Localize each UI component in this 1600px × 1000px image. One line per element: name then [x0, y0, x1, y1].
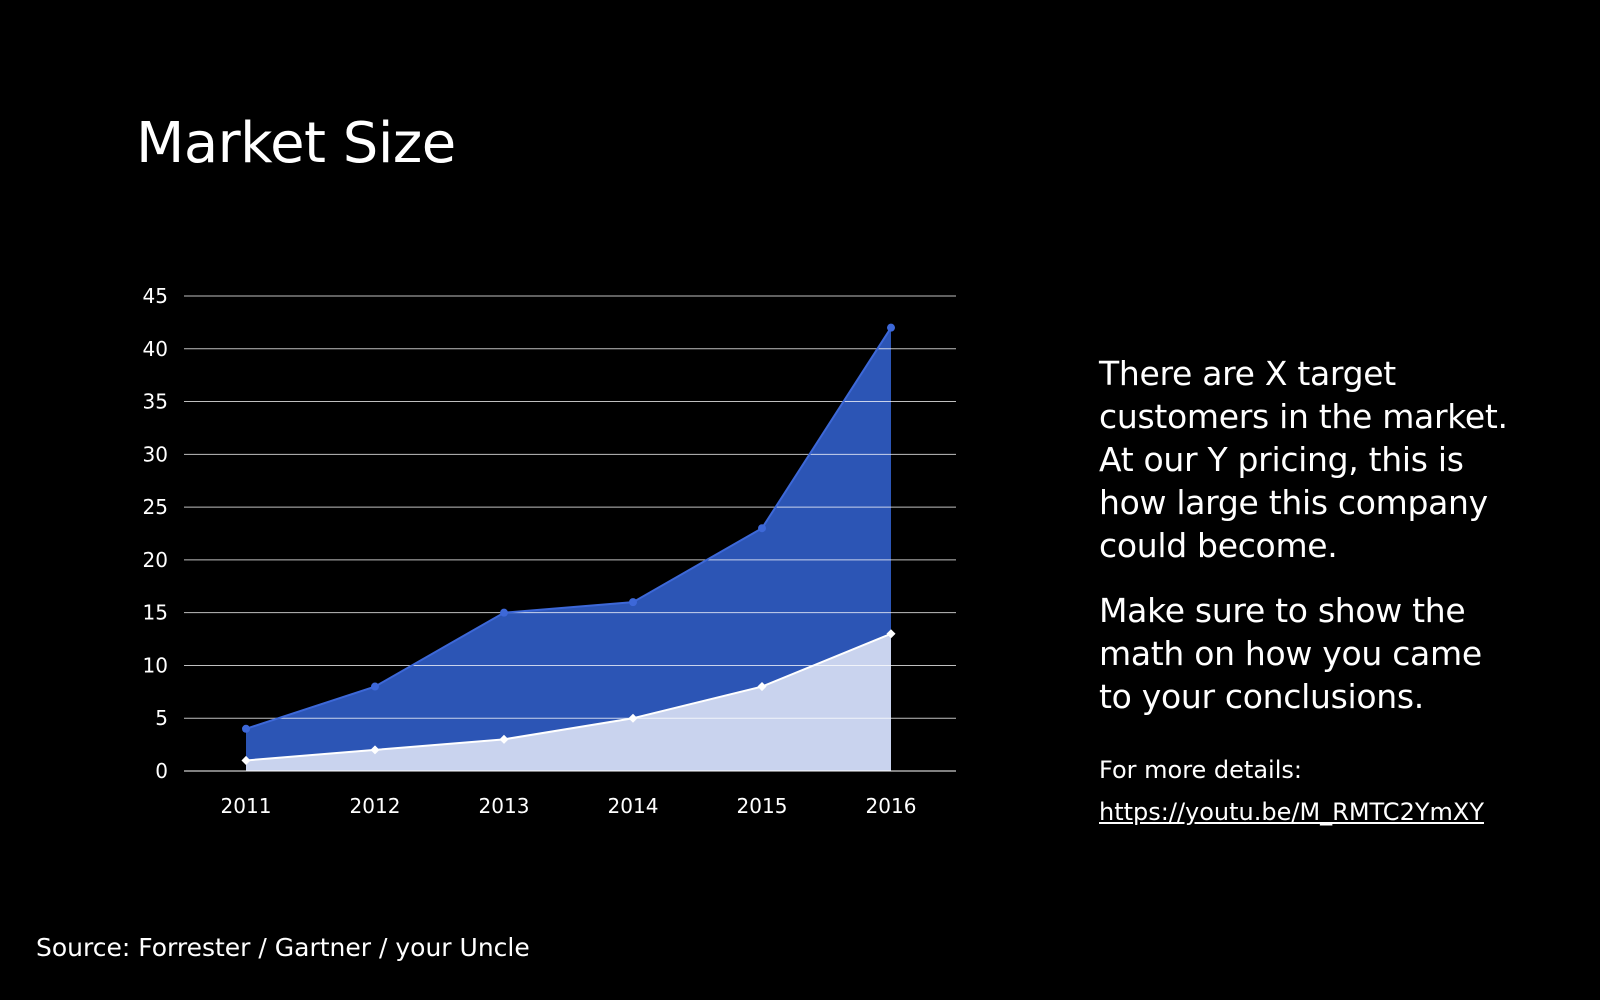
- body-paragraph-market: There are X target customers in the mark…: [1099, 354, 1508, 565]
- y-tick-label-0: 0: [155, 759, 168, 783]
- y-tick-label-20: 20: [143, 548, 168, 572]
- series-1-point-2015: [758, 524, 766, 533]
- source-note: Source: Forrester / Gartner / your Uncle: [36, 933, 530, 962]
- series-1-point-2014: [629, 598, 637, 607]
- series-1-point-2016: [887, 323, 895, 332]
- x-tick-label-2014: 2014: [608, 794, 659, 818]
- details-label: For more details:: [1099, 756, 1302, 784]
- y-tick-label-40: 40: [143, 337, 168, 361]
- series-1-point-2012: [371, 682, 379, 691]
- market-size-chart: 0 5 10 15 20 25 30 35 40 45 2011 2012 2013 2014 2015 20…: [120, 270, 1000, 840]
- x-tick-label-2011: 2011: [221, 794, 272, 818]
- y-tick-label-15: 15: [143, 601, 168, 625]
- x-tick-label-2013: 2013: [479, 794, 530, 818]
- y-tick-label-5: 5: [155, 706, 168, 730]
- slide-title: Market Size: [136, 111, 456, 176]
- series-2-point-2015: [757, 682, 767, 692]
- body-paragraph-math: Make sure to show the math on how you ca…: [1099, 591, 1482, 716]
- series-2-point-2016: [886, 629, 896, 639]
- y-tick-label-35: 35: [143, 390, 168, 414]
- series-1-point-2013: [500, 608, 508, 617]
- x-tick-label-2016: 2016: [866, 794, 917, 818]
- y-tick-label-45: 45: [143, 284, 168, 308]
- series-2-point-2014: [628, 713, 638, 723]
- x-tick-label-2015: 2015: [737, 794, 788, 818]
- series-1-line: [245, 327, 892, 730]
- x-tick-label-2012: 2012: [350, 794, 401, 818]
- side-text-block: There are X target customers in the mark…: [1099, 352, 1519, 828]
- area-chart-svg: 0 5 10 15 20 25 30 35 40 45 2011 2012 2013 2014 2015 20…: [143, 284, 956, 818]
- y-tick-label-25: 25: [143, 495, 168, 519]
- series-2-area: [246, 633, 891, 771]
- series-1-area: [246, 327, 891, 771]
- y-tick-label-30: 30: [143, 442, 168, 466]
- details-link[interactable]: https://youtu.be/M_RMTC2YmXY: [1099, 798, 1484, 826]
- series-2-line: [245, 632, 892, 762]
- y-tick-label-10: 10: [143, 653, 168, 677]
- series-1-point-2011: [242, 724, 250, 733]
